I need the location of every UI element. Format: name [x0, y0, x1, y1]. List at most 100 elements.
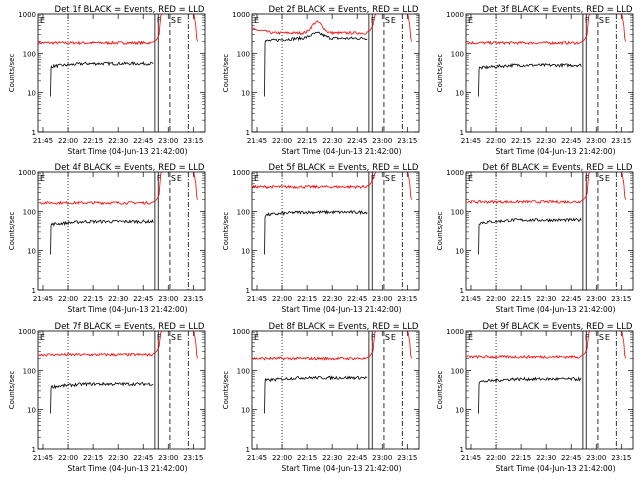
- marker-e2-label: E: [177, 16, 182, 25]
- panel-6: Det 6f BLACK = Events, RED = LLD Counts/s…: [436, 163, 634, 314]
- y-tick-label: 1: [32, 129, 36, 137]
- y-tick-label: 10: [27, 248, 36, 256]
- y-axis-label: Counts/sec: [436, 54, 444, 93]
- x-tick-label: 22:30: [108, 137, 128, 145]
- x-tick-label: 22:00: [486, 454, 506, 462]
- marker-s-label: S: [385, 174, 390, 183]
- plot-frame: [251, 13, 420, 133]
- plot-frame: [251, 330, 420, 450]
- panel-title: Det 1f BLACK = Events, RED = LLD: [55, 5, 205, 15]
- x-tick-label: 22:45: [561, 454, 581, 462]
- y-tick-label: 10: [27, 407, 36, 415]
- marker-e-label: E: [468, 174, 473, 183]
- x-tick-label: 22:45: [133, 454, 153, 462]
- y-tick-label: 10: [241, 407, 250, 415]
- x-tick-label: 22:30: [108, 295, 128, 303]
- y-tick-label: 100: [23, 367, 36, 375]
- y-tick-label: 1: [32, 446, 36, 454]
- y-tick-label: 10: [241, 90, 250, 98]
- marker-f-label: F: [585, 174, 590, 183]
- marker-e-label: E: [40, 16, 45, 25]
- x-tick-label: 23:00: [586, 295, 606, 303]
- panel-4: Det 4f BLACK = Events, RED = LLD Counts/s…: [8, 163, 206, 314]
- y-tick-label: 1: [246, 287, 250, 295]
- y-tick-label: 10: [455, 90, 464, 98]
- x-tick-label: 22:30: [322, 454, 342, 462]
- x-tick-label: 23:00: [586, 454, 606, 462]
- panel-7: Det 7f BLACK = Events, RED = LLD Counts/s…: [8, 322, 206, 473]
- x-axis-label: Start Time (04-Jun-13 21:42:00): [496, 305, 616, 314]
- x-tick-label: 22:45: [133, 137, 153, 145]
- x-tick-label: 22:45: [561, 137, 581, 145]
- y-tick-label: 100: [451, 367, 464, 375]
- x-tick-label: 23:15: [183, 137, 203, 145]
- plot-frame: [465, 13, 634, 133]
- marker-s-label: S: [599, 174, 604, 183]
- x-tick-label: 23:15: [611, 295, 631, 303]
- x-tick-label: 22:00: [486, 137, 506, 145]
- y-tick-label: 100: [237, 208, 250, 216]
- y-tick-label: 1: [246, 129, 250, 137]
- y-tick-label: 100: [451, 50, 464, 58]
- x-tick-label: 23:15: [397, 137, 417, 145]
- y-axis-label: Counts/sec: [8, 54, 16, 93]
- x-tick-label: 23:00: [158, 454, 178, 462]
- x-tick-label: 22:30: [536, 137, 556, 145]
- x-tick-label: 21:45: [33, 454, 53, 462]
- marker-e-label: E: [40, 333, 45, 342]
- x-tick-label: 22:15: [83, 295, 103, 303]
- marker-f-label: F: [585, 16, 590, 25]
- series-lld: [252, 14, 412, 42]
- y-tick-label: 10: [27, 90, 36, 98]
- series-events: [478, 63, 582, 97]
- x-tick-label: 22:00: [272, 454, 292, 462]
- y-tick-label: 100: [237, 50, 250, 58]
- y-axis-label: Counts/sec: [436, 371, 444, 410]
- marker-e2-label: E: [177, 333, 182, 342]
- marker-s-label: S: [171, 333, 176, 342]
- x-tick-label: 21:45: [247, 454, 267, 462]
- series-lld: [38, 172, 198, 206]
- x-tick-label: 22:00: [58, 137, 78, 145]
- x-tick-label: 22:30: [536, 295, 556, 303]
- x-tick-label: 22:00: [58, 295, 78, 303]
- y-tick-label: 1000: [232, 169, 250, 177]
- panel-title: Det 6f BLACK = Events, RED = LLD: [483, 163, 633, 173]
- y-axis-label: Counts/sec: [222, 54, 230, 93]
- series-events: [264, 375, 368, 414]
- panel-title: Det 9f BLACK = Events, RED = LLD: [483, 322, 633, 332]
- x-tick-label: 22:30: [322, 137, 342, 145]
- series-events: [264, 31, 368, 97]
- x-tick-label: 23:15: [183, 454, 203, 462]
- plot-frame: [37, 330, 206, 450]
- marker-e2-label: E: [177, 174, 182, 183]
- x-axis-label: Start Time (04-Jun-13 21:42:00): [496, 464, 616, 473]
- x-tick-label: 23:00: [586, 137, 606, 145]
- x-tick-label: 23:00: [158, 137, 178, 145]
- y-tick-label: 1000: [18, 11, 36, 19]
- x-tick-label: 22:45: [347, 137, 367, 145]
- marker-f-label: F: [371, 16, 376, 25]
- y-tick-label: 1000: [446, 11, 464, 19]
- marker-s-label: S: [599, 16, 604, 25]
- x-tick-label: 23:00: [372, 137, 392, 145]
- series-lld: [466, 331, 626, 360]
- x-tick-label: 21:45: [33, 295, 53, 303]
- y-tick-label: 1000: [18, 169, 36, 177]
- x-tick-label: 22:00: [272, 137, 292, 145]
- y-tick-label: 1: [460, 287, 464, 295]
- y-tick-label: 1000: [18, 328, 36, 336]
- marker-s-label: S: [171, 16, 176, 25]
- y-tick-label: 100: [23, 50, 36, 58]
- marker-f-label: F: [157, 16, 162, 25]
- x-axis-label: Start Time (04-Jun-13 21:42:00): [282, 305, 402, 314]
- marker-f-label: F: [157, 333, 162, 342]
- x-tick-label: 22:00: [272, 295, 292, 303]
- panel-title: Det 5f BLACK = Events, RED = LLD: [269, 163, 419, 173]
- y-tick-label: 100: [23, 208, 36, 216]
- series-events: [478, 376, 582, 414]
- y-axis-label: Counts/sec: [222, 212, 230, 251]
- panel-2: Det 2f BLACK = Events, RED = LLD Counts/s…: [222, 5, 420, 156]
- marker-f-label: F: [157, 174, 162, 183]
